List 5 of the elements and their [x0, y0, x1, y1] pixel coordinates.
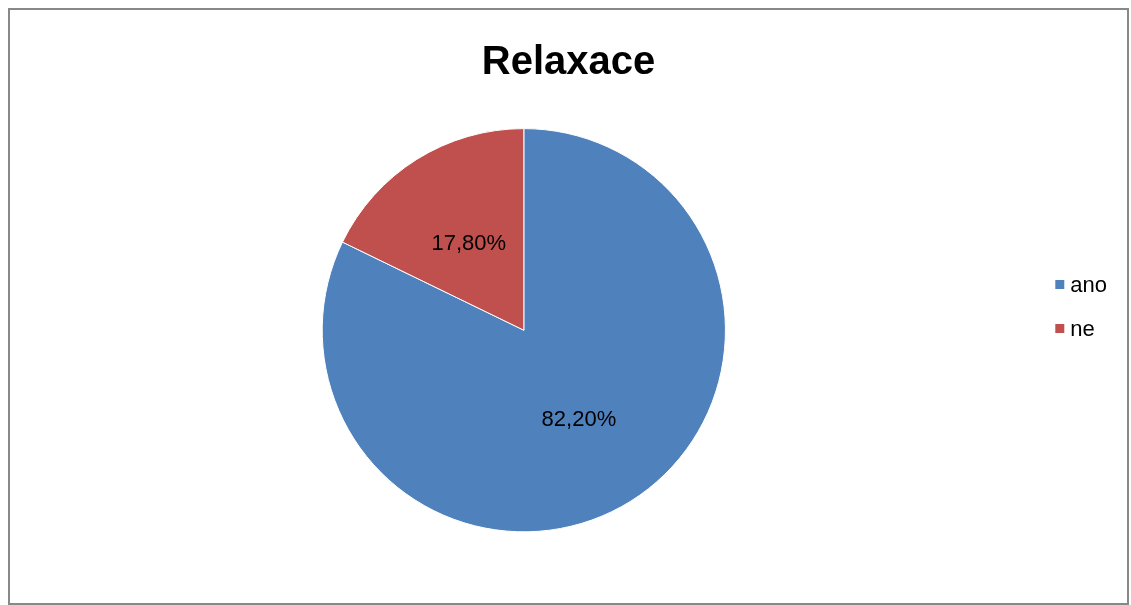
data-label: 17,80% — [431, 229, 507, 255]
chart-title: Relaxace — [481, 38, 656, 82]
data-label: 82,20% — [541, 405, 617, 431]
legend-label: ano — [1070, 272, 1108, 297]
legend-label: ne — [1070, 316, 1095, 341]
